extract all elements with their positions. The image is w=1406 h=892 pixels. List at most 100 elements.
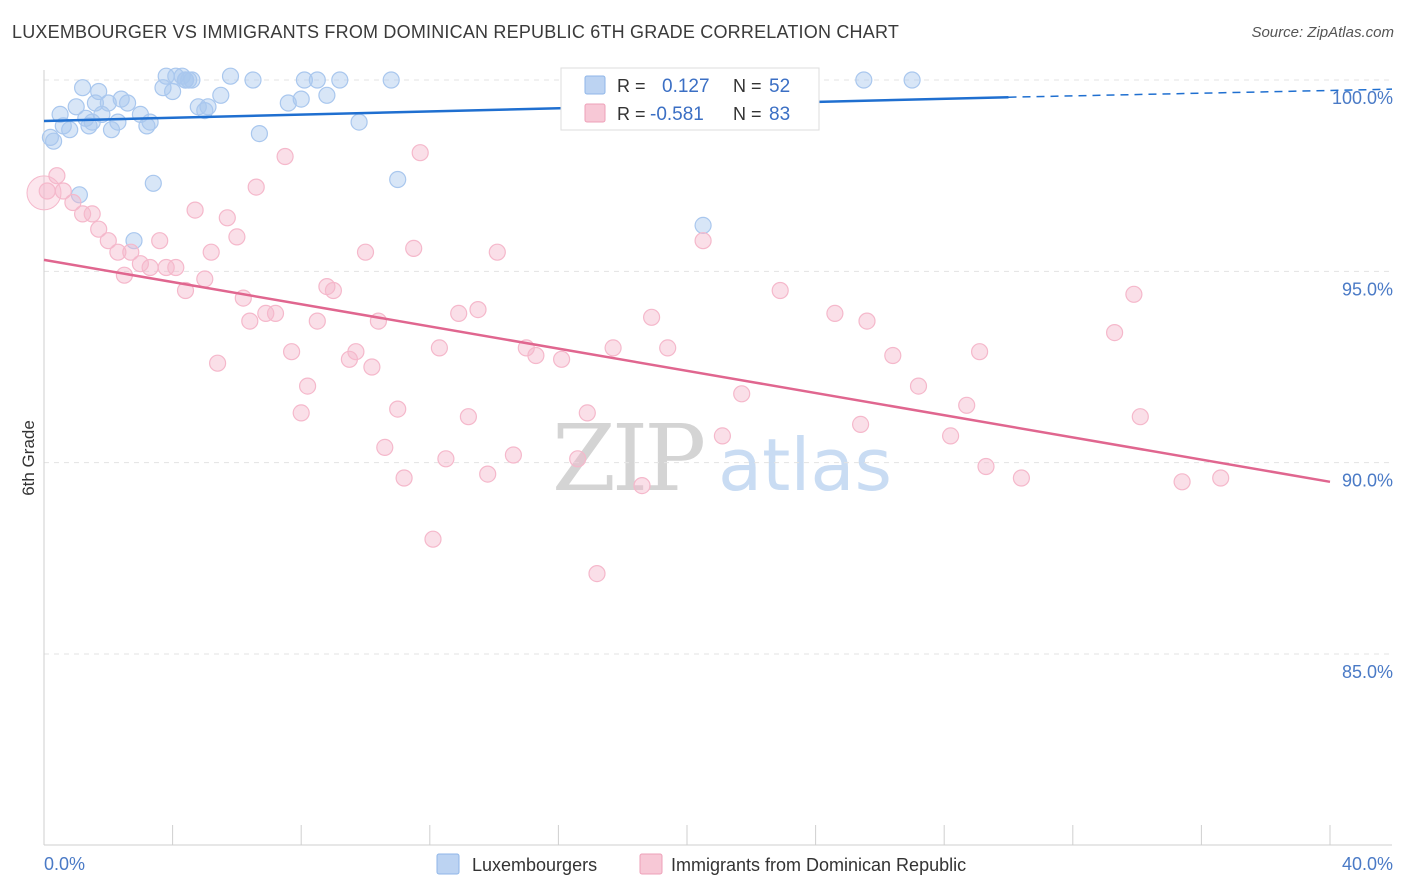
dominican-point [851, 415, 870, 433]
trend-line-luxembourgers [43, 95, 1009, 123]
luxembourgers-point [80, 117, 98, 135]
dominican-point [469, 301, 487, 319]
luxembourgers-point [167, 67, 185, 85]
dominican-point [247, 178, 265, 196]
dominican-point [642, 308, 661, 326]
x-tick-label: 40.0% [1342, 854, 1393, 874]
dominican-point [186, 201, 204, 219]
dominican-point [488, 243, 506, 261]
dominican-point [411, 144, 429, 162]
chart-source: Source: ZipAtlas.com [1251, 24, 1394, 41]
dominican-point [604, 339, 622, 357]
dominican-point [64, 193, 82, 212]
dominican-point [1173, 473, 1191, 491]
luxembourgers-point [67, 98, 85, 116]
dominican-point [504, 446, 523, 464]
dominican-point [424, 530, 442, 548]
luxembourgers-point [90, 82, 108, 101]
dominican-point [909, 377, 928, 395]
luxembourgers-point [51, 105, 69, 124]
dominican-point [241, 312, 259, 330]
y-tick-label: 95.0% [1342, 279, 1393, 299]
dominican-point [977, 457, 995, 476]
dominican-point [324, 281, 342, 300]
dominican-point [552, 350, 571, 368]
stats-r-label-1: R = [617, 104, 646, 124]
dominican-point [347, 343, 365, 361]
dominican-point [941, 427, 960, 445]
stats-n-value-1: 83 [769, 104, 790, 125]
luxembourgers-point [144, 174, 162, 192]
dominican-point [527, 346, 545, 365]
luxembourgers-point [109, 113, 127, 131]
dominican-point [437, 450, 455, 468]
dominican-point [578, 404, 596, 422]
dominican-point [363, 358, 381, 376]
luxembourgers-point [694, 216, 712, 234]
luxembourgers-point [318, 86, 336, 104]
dominican-point [713, 427, 732, 445]
dominican-point [218, 209, 236, 227]
watermark: ZIP atlas [552, 405, 892, 512]
luxembourgers-point [350, 113, 368, 131]
dominican-point [694, 232, 712, 250]
luxembourgers-point [212, 86, 230, 104]
chart-title: LUXEMBOURGER VS IMMIGRANTS FROM DOMINICA… [12, 22, 900, 42]
dominican-point [299, 377, 317, 395]
dominican-point [1105, 324, 1124, 342]
luxembourgers-point [389, 170, 407, 189]
luxembourgers-point [118, 94, 137, 112]
luxembourgers-point [279, 94, 297, 112]
dominican-point [633, 477, 651, 495]
stats-n-value-0: 52 [769, 76, 790, 97]
dominican-point [588, 564, 606, 583]
luxembourgers-point [199, 98, 217, 116]
stats-r-value-0: 0.127 [662, 76, 710, 97]
dominican-point [257, 304, 275, 322]
dominican-point [884, 346, 902, 365]
luxembourgers-point [73, 79, 92, 97]
stats-legend: R = 0.127 N = 52 R = -0.581 N = 83 [560, 67, 820, 131]
luxembourgers-point [331, 71, 349, 89]
luxembourgers-point [292, 90, 310, 108]
stats-n-label-0: N = [733, 76, 762, 96]
series-dominican-points [26, 144, 1230, 583]
luxembourgers-point [141, 113, 159, 131]
axes [43, 70, 1392, 846]
dominican-point [202, 243, 220, 261]
trend-lines [43, 88, 1393, 484]
luxembourgers-point [382, 71, 400, 89]
luxembourgers-point [244, 71, 262, 89]
dominican-point [122, 243, 140, 261]
dominican-point [266, 304, 285, 322]
dominican-point [228, 228, 246, 246]
dominican-point [733, 385, 751, 403]
y-tick-labels: 100.0% 95.0% 90.0% 85.0% [1332, 88, 1393, 682]
x-tick-label: 0.0% [44, 854, 85, 874]
dominican-point [283, 343, 301, 361]
dominican-point [659, 339, 677, 357]
series-legend: Luxembourgers Immigrants from Dominican … [436, 853, 966, 875]
dominican-point [1125, 285, 1143, 303]
luxembourgers-point [295, 71, 313, 89]
gridlines [44, 79, 1392, 655]
luxembourgers-point [99, 94, 117, 112]
luxembourgers-point [855, 71, 873, 89]
dominican-point [157, 258, 175, 277]
dominican-point [1131, 408, 1149, 426]
dominican-point [54, 182, 72, 200]
stats-r-value-1: -0.581 [650, 104, 704, 125]
dominican-point-large [26, 175, 62, 211]
luxembourgers-point [164, 82, 182, 101]
trend-line-dominican [43, 258, 1331, 484]
luxembourgers-point [903, 71, 921, 89]
trend-line-luxembourgers-extension [1008, 88, 1393, 98]
luxembourgers-point [41, 128, 60, 146]
dominican-point [1012, 469, 1031, 487]
dominican-point [771, 281, 789, 300]
dominican-point [209, 354, 227, 372]
dominican-point [459, 408, 477, 426]
dominican-point [99, 232, 117, 250]
stats-r-label-0: R = [617, 76, 646, 96]
